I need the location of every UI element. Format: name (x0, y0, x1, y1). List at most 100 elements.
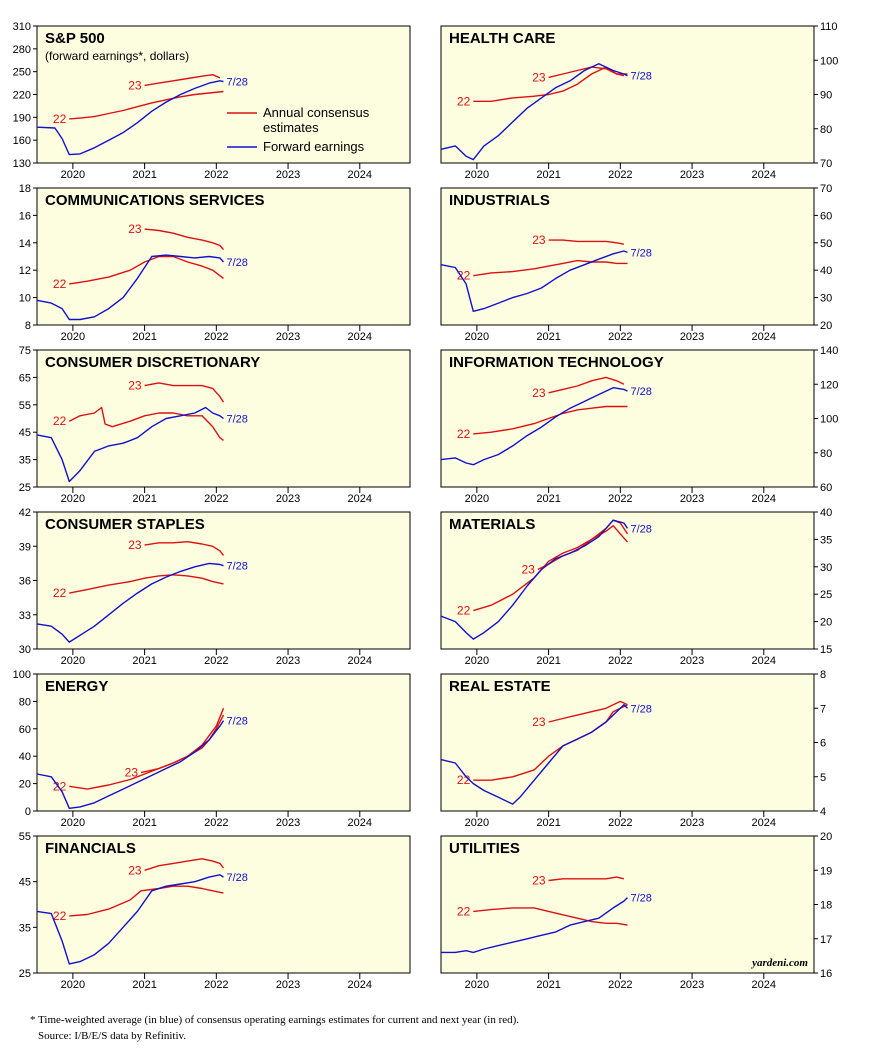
annual-estimate-23-line (548, 876, 625, 882)
last-date-label: 7/28 (227, 257, 248, 269)
series-label-22: 22 (53, 277, 67, 291)
x-tick-label: 2023 (680, 331, 704, 343)
y-tick-label: 10 (19, 293, 31, 305)
x-tick-label: 2024 (752, 331, 776, 343)
x-tick-label: 2021 (132, 331, 156, 343)
y-tick-label: 45 (19, 427, 31, 439)
x-tick-label: 2020 (61, 169, 85, 181)
last-date-label: 7/28 (631, 893, 652, 905)
annual-estimate-23-line (140, 708, 225, 774)
source-note: Source: I/B/E/S data by Refinitiv. (38, 1030, 187, 1042)
y-tick-label: 60 (820, 482, 832, 494)
forward-earnings-line (36, 562, 224, 643)
y-tick-label: 70 (820, 183, 832, 195)
series-label-23: 23 (532, 874, 546, 888)
series-label-22: 22 (53, 909, 67, 923)
y-tick-label: 75 (19, 345, 31, 357)
last-date-label: 7/28 (227, 872, 248, 884)
y-tick-label: 120 (820, 379, 838, 391)
annual-estimate-22-line (473, 259, 628, 277)
y-tick-label: 42 (19, 507, 31, 519)
series-label-22: 22 (457, 427, 471, 441)
y-tick-label: 18 (19, 183, 31, 195)
y-tick-label: 18 (820, 900, 832, 912)
x-tick-label: 2024 (752, 493, 776, 505)
watermark: yardeni.com (750, 957, 808, 969)
y-tick-label: 70 (820, 158, 832, 170)
y-tick-label: 35 (19, 455, 31, 467)
plot-area (36, 25, 411, 164)
forward-earnings-line (36, 720, 225, 809)
y-tick-label: 5 (820, 772, 826, 784)
chart-panel-consumer-discretionary: 25 35 45 55 65 75 2020 2021 2022 2023 2024 CONSUMER… (19, 345, 411, 505)
series-label-22: 22 (457, 773, 471, 787)
y-tick-label: 80 (19, 696, 31, 708)
series-label-23: 23 (125, 766, 139, 780)
legend-forward-label: Forward earnings (263, 139, 365, 154)
forward-earnings-line (441, 897, 628, 954)
chart-panel-consumer-staples: 30 33 36 39 42 2020 2021 2022 2023 2024 CONSUMER S… (19, 507, 411, 667)
y-tick-label: 60 (19, 724, 31, 736)
last-date-label: 7/28 (631, 523, 652, 535)
series-label-23: 23 (532, 386, 546, 400)
series-label-23: 23 (532, 715, 546, 729)
plot-area (440, 673, 815, 812)
y-tick-label: 20 (19, 779, 31, 791)
y-tick-label: 17 (820, 934, 832, 946)
x-tick-label: 2021 (536, 655, 560, 667)
x-tick-label: 2024 (752, 979, 776, 991)
last-date-label: 7/28 (631, 71, 652, 83)
x-tick-label: 2024 (752, 817, 776, 829)
x-tick-label: 2023 (680, 493, 704, 505)
x-tick-label: 2021 (132, 655, 156, 667)
x-tick-label: 2022 (204, 169, 228, 181)
y-tick-label: 60 (820, 210, 832, 222)
x-tick-label: 2020 (61, 331, 85, 343)
series-label-22: 22 (457, 604, 471, 618)
y-tick-label: 100 (13, 669, 31, 681)
series-label-22: 22 (53, 112, 67, 126)
y-tick-label: 80 (820, 124, 832, 136)
plot-area (36, 673, 411, 812)
annual-estimate-23-line (548, 376, 625, 394)
forward-earnings-line (440, 387, 628, 466)
y-tick-label: 140 (820, 345, 838, 357)
x-tick-label: 2020 (465, 169, 489, 181)
forward-earnings-line (36, 80, 224, 156)
annual-estimate-22-line (69, 574, 224, 594)
x-tick-label: 2020 (61, 655, 85, 667)
x-tick-label: 2021 (536, 331, 560, 343)
x-tick-label: 2021 (536, 817, 560, 829)
x-tick-label: 2021 (132, 817, 156, 829)
annual-estimate-23-line (548, 239, 625, 245)
forward-earnings-line (36, 874, 224, 965)
y-tick-label: 25 (19, 968, 31, 980)
x-tick-label: 2023 (276, 331, 300, 343)
y-tick-label: 250 (13, 67, 31, 79)
panel-title: ENERGY (45, 678, 108, 695)
y-tick-label: 30 (820, 562, 832, 574)
panel-title: COMMUNICATIONS SERVICES (45, 192, 264, 209)
y-tick-label: 36 (19, 576, 31, 588)
panel-title: S&P 500 (45, 30, 105, 47)
annual-estimate-22-line (473, 907, 628, 926)
series-label-23: 23 (128, 863, 142, 877)
x-tick-label: 2024 (348, 331, 372, 343)
x-tick-label: 2024 (348, 979, 372, 991)
annual-estimate-23-line (144, 228, 225, 251)
series-label-23: 23 (532, 70, 546, 84)
x-tick-label: 2023 (276, 817, 300, 829)
annual-estimate-22-line (69, 90, 224, 120)
y-tick-label: 8 (25, 320, 31, 332)
annual-estimate-22-line (68, 406, 224, 441)
series-label-23: 23 (128, 78, 142, 92)
y-tick-label: 80 (820, 448, 832, 460)
y-tick-label: 55 (19, 831, 31, 843)
forward-earnings-line (440, 250, 628, 312)
x-tick-label: 2024 (348, 817, 372, 829)
forward-earnings-line (440, 519, 629, 640)
y-tick-label: 20 (820, 320, 832, 332)
panel-title: CONSUMER STAPLES (45, 516, 205, 533)
panel-title: CONSUMER DISCRETIONARY (45, 354, 260, 371)
